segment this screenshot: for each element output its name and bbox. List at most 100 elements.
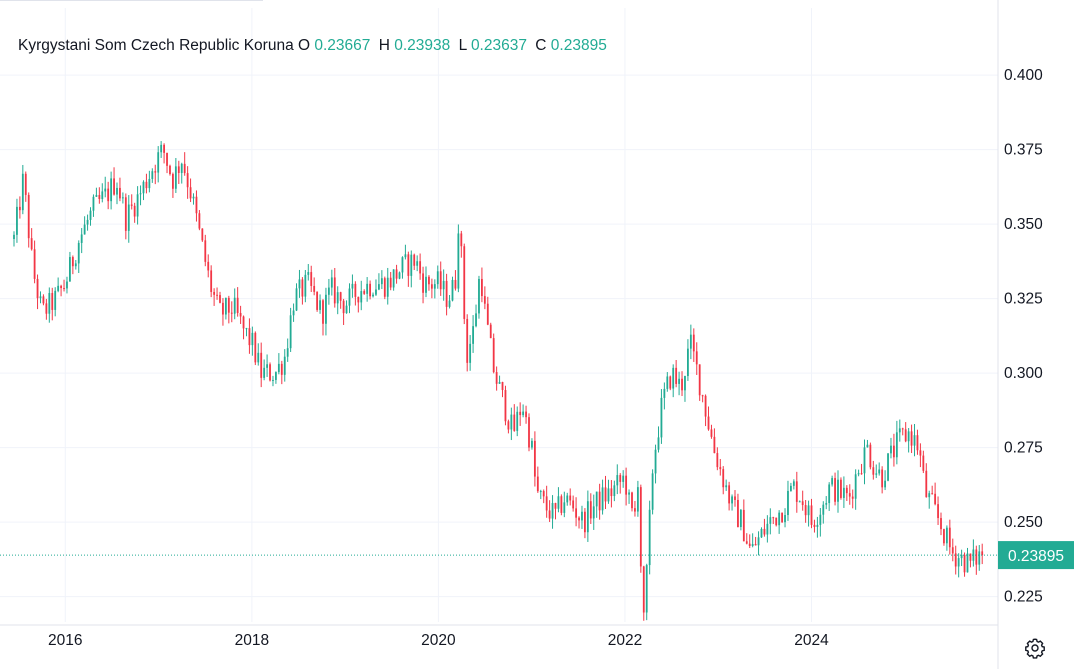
candle (336, 286, 339, 315)
candle (154, 164, 157, 185)
candle (672, 364, 675, 398)
candle (428, 275, 430, 291)
candle (266, 354, 268, 377)
candle (510, 407, 513, 441)
candle (430, 278, 433, 299)
candle (383, 276, 386, 300)
candle (77, 240, 80, 273)
candle (595, 491, 598, 518)
candle (110, 171, 113, 210)
candle (375, 279, 377, 296)
candle (219, 291, 221, 304)
candle (713, 428, 716, 454)
candle (313, 277, 316, 296)
candle (419, 253, 422, 280)
candle (951, 538, 954, 562)
y-tick-label: 0.250 (1004, 514, 1043, 531)
candle (298, 269, 301, 298)
candle (854, 469, 857, 510)
candle (739, 509, 742, 531)
candle (792, 479, 795, 490)
low-label: L (458, 37, 467, 54)
candle (648, 500, 651, 575)
candle (172, 172, 174, 198)
candle (454, 270, 457, 291)
candle (451, 276, 454, 302)
candle (887, 453, 889, 482)
candle (872, 460, 875, 480)
candle (725, 479, 728, 491)
candle (504, 385, 507, 426)
candle (95, 187, 98, 197)
candle (742, 499, 745, 542)
candle (639, 484, 642, 573)
candle (239, 305, 242, 324)
candle (410, 250, 413, 288)
candle (48, 287, 51, 323)
candle (83, 216, 86, 235)
candle (45, 298, 48, 320)
candle (498, 375, 501, 384)
candle (657, 426, 660, 453)
candle (351, 274, 354, 298)
candle (439, 261, 442, 296)
candle (834, 472, 836, 506)
candle (369, 280, 371, 300)
candle (707, 406, 710, 431)
candle (757, 531, 760, 556)
candle (866, 439, 869, 448)
candle (289, 307, 292, 352)
candle (24, 171, 27, 202)
candle (280, 360, 283, 385)
candle (798, 500, 801, 503)
candle (177, 160, 180, 185)
candle (407, 251, 410, 287)
candle (257, 343, 260, 366)
candle (242, 315, 245, 340)
candle (890, 437, 892, 459)
candle (816, 516, 819, 538)
candle (557, 487, 560, 513)
candle (528, 413, 530, 452)
candle (660, 389, 663, 444)
candle (213, 288, 216, 306)
candle (378, 273, 380, 291)
candle (901, 427, 904, 436)
candle (27, 192, 30, 248)
last-price-line: 0.23895 (0, 541, 1074, 570)
x-tick-label: 2016 (48, 632, 82, 649)
candle (810, 498, 813, 529)
candle (448, 294, 451, 309)
open-value: 0.23667 (314, 37, 371, 54)
last-price-label: 0.23895 (1008, 548, 1064, 565)
gear-icon[interactable] (1023, 636, 1047, 660)
candle (481, 267, 483, 303)
candle (931, 485, 934, 495)
candle (445, 273, 448, 316)
candle (395, 264, 398, 284)
candle (216, 287, 218, 300)
candle (316, 291, 319, 312)
candle (116, 182, 118, 205)
candle (142, 180, 145, 201)
candle (139, 185, 142, 206)
candle (910, 424, 913, 454)
candle (831, 475, 834, 487)
x-tick-label: 2022 (608, 632, 642, 649)
candle (295, 283, 298, 312)
candle (325, 287, 327, 336)
y-tick-label: 0.325 (1004, 291, 1043, 308)
candle (604, 475, 607, 510)
candle (772, 516, 775, 525)
candle (919, 443, 922, 468)
candle (301, 277, 304, 305)
candle (731, 494, 733, 511)
candle (978, 545, 981, 571)
candle (269, 362, 271, 382)
y-tick-label: 0.375 (1004, 142, 1043, 159)
candle (486, 296, 489, 326)
candle (483, 286, 486, 310)
candle (183, 152, 186, 176)
